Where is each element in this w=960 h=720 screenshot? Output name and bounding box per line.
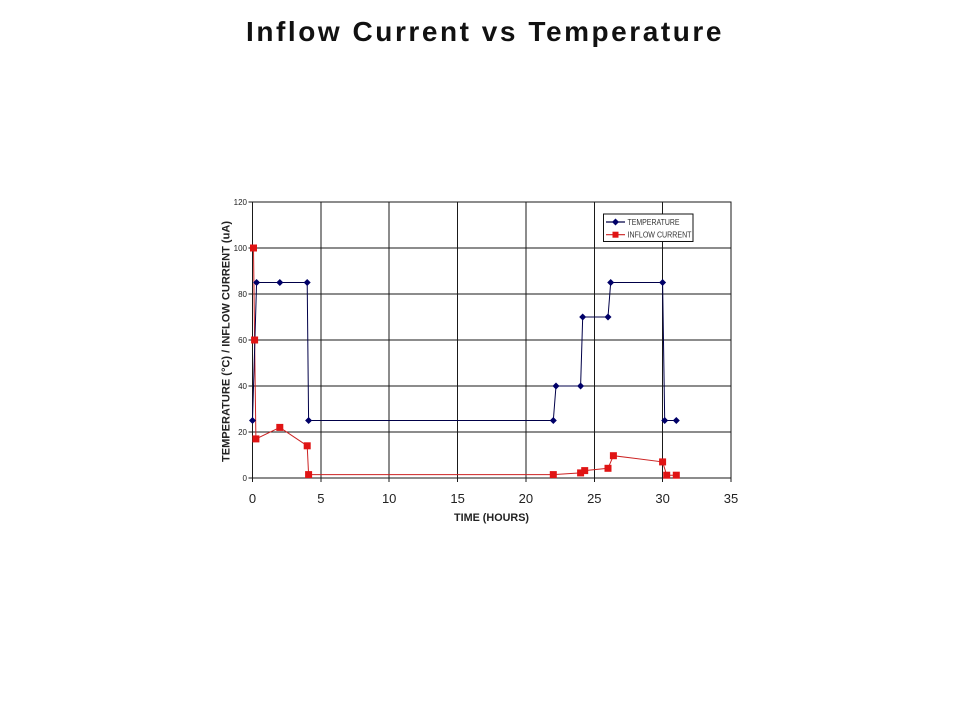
svg-text:60: 60 [238, 336, 247, 345]
svg-text:80: 80 [238, 290, 247, 299]
svg-text:30: 30 [655, 491, 669, 506]
svg-text:20: 20 [238, 428, 247, 437]
svg-text:15: 15 [450, 491, 464, 506]
svg-text:25: 25 [587, 491, 601, 506]
svg-text:40: 40 [238, 382, 247, 391]
svg-text:5: 5 [317, 491, 324, 506]
svg-text:0: 0 [249, 491, 256, 506]
svg-text:20: 20 [519, 491, 533, 506]
svg-text:TIME (HOURS): TIME (HOURS) [454, 512, 529, 524]
svg-text:10: 10 [382, 491, 396, 506]
svg-text:INFLOW CURRENT: INFLOW CURRENT [628, 231, 692, 240]
svg-text:120: 120 [234, 198, 248, 207]
svg-text:35: 35 [724, 491, 738, 506]
svg-text:TEMPERATURE: TEMPERATURE [628, 218, 680, 227]
svg-text:100: 100 [234, 244, 248, 253]
svg-text:TEMPERATURE (°C) / INFLOW CURR: TEMPERATURE (°C) / INFLOW CURRENT (uA) [221, 221, 233, 462]
svg-text:0: 0 [243, 474, 248, 483]
